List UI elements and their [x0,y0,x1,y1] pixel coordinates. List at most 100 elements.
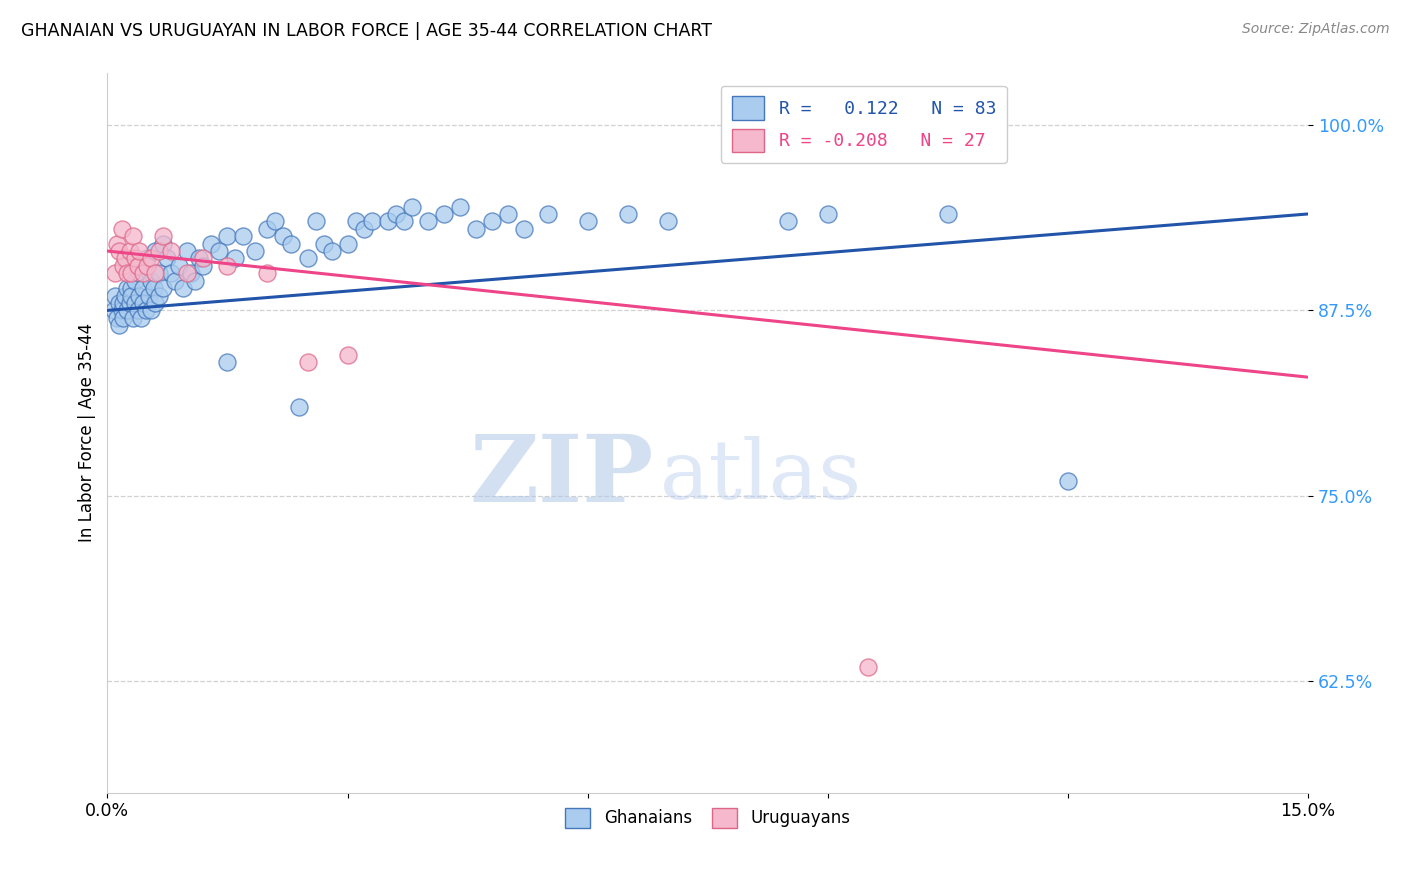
Point [165,274,187,288]
Point [142,281,165,295]
Point [353,221,375,235]
Point [141,303,163,318]
Point [128,266,150,280]
Point [148,266,170,280]
Point [432,207,454,221]
Point [114,288,136,302]
Point [1057,474,1080,488]
Point [336,236,359,251]
Point [401,200,423,214]
Text: GHANAIAN VS URUGUAYAN IN LABOR FORCE | AGE 35-44 CORRELATION CHART: GHANAIAN VS URUGUAYAN IN LABOR FORCE | A… [21,22,711,40]
Point [118,296,141,310]
Point [481,214,503,228]
Legend: Ghanaians, Uruguayans: Ghanaians, Uruguayans [558,801,856,835]
Point [152,229,174,244]
Point [112,296,135,310]
Point [312,236,335,251]
Point [122,229,145,244]
Point [108,318,131,333]
Point [232,229,254,244]
Point [105,310,128,325]
Point [280,236,302,251]
Point [321,244,343,258]
Point [217,229,239,244]
Point [104,288,127,302]
Point [120,266,142,280]
Point [172,281,194,295]
Point [103,303,125,318]
Point [148,288,170,302]
Point [127,303,149,318]
Point [512,221,534,235]
Point [217,355,239,369]
Point [129,310,152,325]
Point [176,266,198,280]
Text: Source: ZipAtlas.com: Source: ZipAtlas.com [1241,22,1389,37]
Point [112,259,135,273]
Point [496,207,519,221]
Point [856,659,879,673]
Point [136,252,159,266]
Point [105,236,128,251]
Point [141,274,163,288]
Point [145,266,167,280]
Point [449,200,471,214]
Point [104,266,127,280]
Text: ZIP: ZIP [470,431,654,521]
Point [576,214,599,228]
Point [135,303,157,318]
Point [208,244,231,258]
Point [124,252,146,266]
Y-axis label: In Labor Force | Age 35-44: In Labor Force | Age 35-44 [79,323,96,542]
Point [111,303,134,318]
Point [384,207,406,221]
Point [537,207,560,221]
Point [776,214,799,228]
Point [111,221,134,235]
Point [256,266,278,280]
Point [141,252,163,266]
Point [120,281,142,295]
Point [176,244,198,258]
Point [169,259,191,273]
Point [304,214,326,228]
Point [256,221,278,235]
Point [108,296,131,310]
Point [128,244,150,258]
Point [416,214,439,228]
Point [114,252,136,266]
Point [224,252,246,266]
Point [360,214,382,228]
Text: atlas: atlas [659,436,862,516]
Point [297,252,319,266]
Point [136,259,159,273]
Point [217,259,239,273]
Point [124,274,146,288]
Point [616,207,638,221]
Point [344,214,367,228]
Point [193,259,215,273]
Point [122,310,145,325]
Point [160,244,183,258]
Point [138,288,160,302]
Point [200,236,222,251]
Point [128,288,150,302]
Point [193,252,215,266]
Point [117,303,139,318]
Point [392,214,415,228]
Point [180,266,202,280]
Point [148,244,170,258]
Point [817,207,839,221]
Point [152,236,174,251]
Point [132,266,155,280]
Point [464,221,486,235]
Point [936,207,959,221]
Point [132,281,155,295]
Point [273,229,295,244]
Point [124,296,146,310]
Point [336,348,359,362]
Point [120,288,142,302]
Point [108,244,131,258]
Point [288,400,311,414]
Point [245,244,267,258]
